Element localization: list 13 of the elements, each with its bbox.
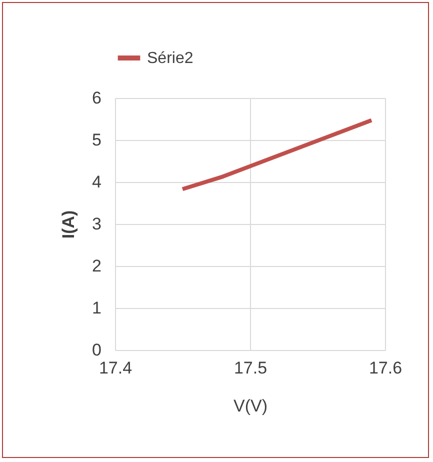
x-tick-label: 17.6 <box>368 358 402 378</box>
x-tick-label: 17.5 <box>234 358 268 378</box>
x-tick-label: 17.4 <box>98 358 132 378</box>
y-tick-label: 0 <box>92 340 102 360</box>
x-axis-title: V(V) <box>234 396 268 416</box>
y-tick-label: 3 <box>92 214 102 234</box>
y-tick-label: 1 <box>92 298 102 318</box>
y-axis-title: I(A) <box>59 210 78 239</box>
legend-label: Série2 <box>147 50 194 67</box>
y-tick-label: 5 <box>92 130 102 150</box>
y-tick-label: 6 <box>92 88 102 108</box>
y-tick-label: 4 <box>92 172 102 192</box>
y-tick-label: 2 <box>92 256 102 276</box>
